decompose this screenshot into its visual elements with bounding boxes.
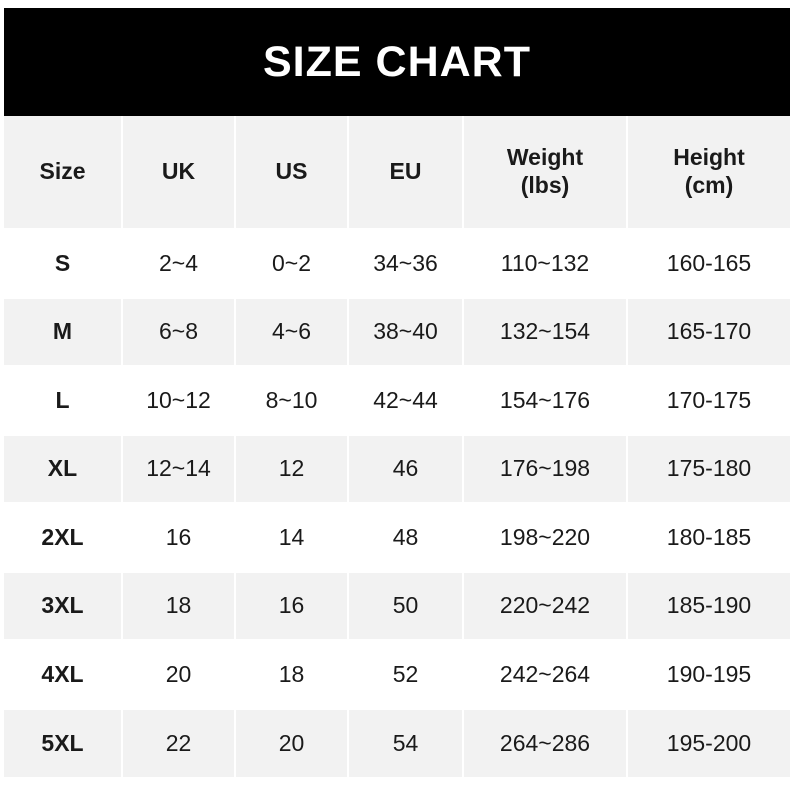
cell-height: 195-200: [627, 708, 790, 777]
table-row: S 2~4 0~2 34~36 110~132 160-165: [4, 229, 790, 299]
table-row: 5XL 22 20 54 264~286 195-200: [4, 708, 790, 777]
column-header-height-unit: (cm): [684, 172, 734, 198]
cell-size: 5XL: [4, 708, 123, 777]
cell-weight: 176~198: [463, 434, 628, 504]
cell-us: 18: [235, 640, 349, 710]
cell-size: S: [4, 229, 123, 299]
cell-eu: 54: [348, 708, 464, 777]
cell-us: 0~2: [235, 229, 349, 299]
cell-weight: 220~242: [463, 571, 628, 641]
cell-weight: 110~132: [463, 229, 628, 299]
cell-size: XL: [4, 434, 123, 504]
cell-eu: 38~40: [348, 297, 464, 367]
table-row: 2XL 16 14 48 198~220 180-185: [4, 503, 790, 573]
cell-size: 2XL: [4, 503, 123, 573]
cell-height: 175-180: [627, 434, 790, 504]
cell-size: M: [4, 297, 123, 367]
column-header-height-label: Height: [673, 144, 745, 171]
column-header-uk-label: UK: [161, 158, 196, 185]
header-row: Size UK US EU Weight (lbs) Height (cm): [4, 116, 790, 230]
table-row: M 6~8 4~6 38~40 132~154 165-170: [4, 297, 790, 367]
cell-weight: 154~176: [463, 366, 628, 436]
cell-eu: 52: [348, 640, 464, 710]
cell-us: 4~6: [235, 297, 349, 367]
cell-weight: 242~264: [463, 640, 628, 710]
column-header-eu-label: EU: [389, 158, 422, 185]
cell-size: 3XL: [4, 571, 123, 641]
title-banner: SIZE CHART: [4, 8, 790, 116]
cell-uk: 22: [122, 708, 236, 777]
cell-us: 14: [235, 503, 349, 573]
table-row: 4XL 20 18 52 242~264 190-195: [4, 640, 790, 710]
cell-uk: 2~4: [122, 229, 236, 299]
cell-us: 12: [235, 434, 349, 504]
cell-uk: 10~12: [122, 366, 236, 436]
cell-uk: 6~8: [122, 297, 236, 367]
cell-height: 160-165: [627, 229, 790, 299]
cell-height: 170-175: [627, 366, 790, 436]
cell-us: 16: [235, 571, 349, 641]
column-header-height: Height (cm): [627, 116, 790, 230]
cell-uk: 16: [122, 503, 236, 573]
column-header-eu: EU: [348, 116, 464, 230]
column-header-weight: Weight (lbs): [463, 116, 628, 230]
cell-height: 165-170: [627, 297, 790, 367]
cell-eu: 34~36: [348, 229, 464, 299]
cell-eu: 42~44: [348, 366, 464, 436]
cell-weight: 132~154: [463, 297, 628, 367]
cell-uk: 12~14: [122, 434, 236, 504]
cell-uk: 18: [122, 571, 236, 641]
cell-height: 190-195: [627, 640, 790, 710]
table-row: L 10~12 8~10 42~44 154~176 170-175: [4, 366, 790, 436]
cell-eu: 46: [348, 434, 464, 504]
cell-height: 180-185: [627, 503, 790, 573]
cell-size: 4XL: [4, 640, 123, 710]
column-header-size: Size: [4, 116, 123, 230]
cell-eu: 48: [348, 503, 464, 573]
column-header-uk: UK: [122, 116, 236, 230]
table-body: S 2~4 0~2 34~36 110~132 160-165 M 6~8 4~…: [4, 229, 790, 777]
cell-us: 8~10: [235, 366, 349, 436]
column-header-size-label: Size: [39, 158, 86, 185]
table-row: 3XL 18 16 50 220~242 185-190: [4, 571, 790, 641]
page-title: SIZE CHART: [263, 37, 531, 86]
cell-us: 20: [235, 708, 349, 777]
cell-eu: 50: [348, 571, 464, 641]
cell-weight: 264~286: [463, 708, 628, 777]
column-header-us: US: [235, 116, 349, 230]
cell-height: 185-190: [627, 571, 790, 641]
size-chart-table: Size UK US EU Weight (lbs) Height (cm): [4, 116, 790, 777]
table-row: XL 12~14 12 46 176~198 175-180: [4, 434, 790, 504]
cell-weight: 198~220: [463, 503, 628, 573]
cell-uk: 20: [122, 640, 236, 710]
table-header: Size UK US EU Weight (lbs) Height (cm): [4, 116, 790, 230]
column-header-us-label: US: [275, 158, 308, 185]
column-header-weight-unit: (lbs): [520, 172, 570, 198]
column-header-weight-label: Weight: [506, 144, 584, 171]
cell-size: L: [4, 366, 123, 436]
